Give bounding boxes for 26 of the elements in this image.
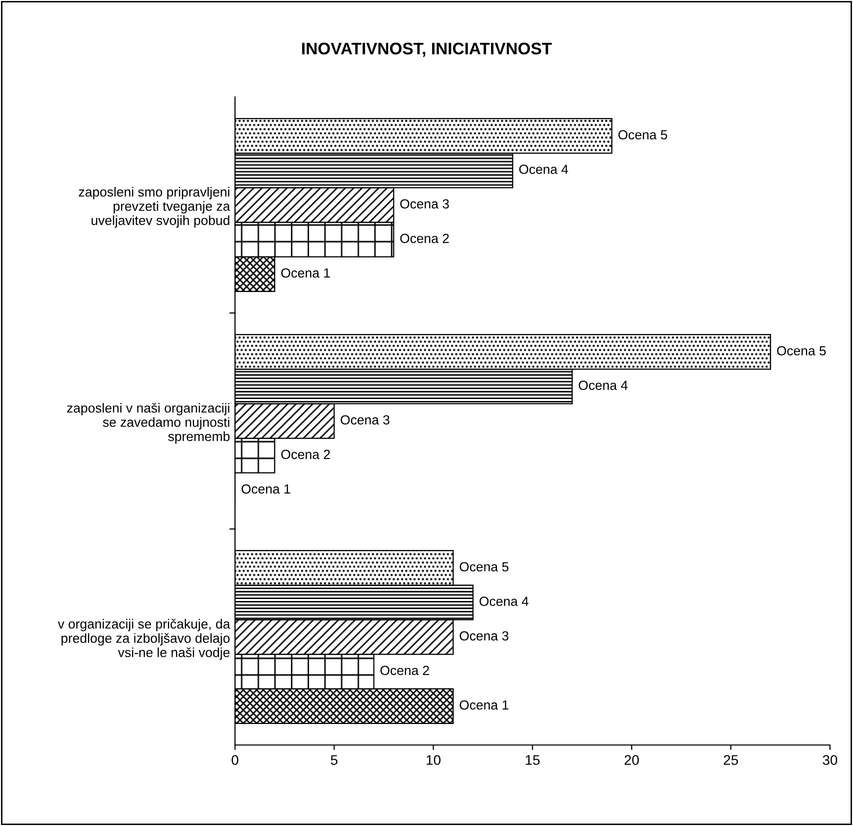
text: Ocena 2 — [400, 234, 449, 244]
series-label: Ocena 5 — [618, 130, 668, 140]
series-label: Ocena 4 — [480, 596, 528, 606]
y-tick-label: v organizaciji se pričakuje, da predloge za izboljšavo delajo vsi-ne le naši vodje — [58, 618, 230, 660]
series-label: Ocena 1 — [281, 268, 330, 278]
y-tick-label: zaposleni v naši organizaciji se zavedamo nujnosti sprememb — [67, 402, 230, 444]
x-tick-label: 0 — [232, 755, 238, 765]
x-tick-label: 30 — [822, 755, 838, 765]
chart-title: INOVATIVNOST, INICIATIVNOST — [302, 42, 552, 57]
x-tick-label: 25 — [724, 755, 738, 765]
text: Ocena 5 — [777, 346, 826, 356]
text: Ocena 2 — [380, 666, 429, 676]
text: Ocena 1 — [242, 484, 290, 494]
text: Ocena 5 — [460, 562, 508, 572]
text: Ocena 3 — [460, 631, 508, 641]
y-tick-label: zaposleni smo pripravljeni prevzeti tveganje za uveljavitev svojih pobud — [78, 186, 230, 228]
text: Ocena 3 — [400, 199, 449, 209]
text: Ocena 4 — [519, 164, 568, 174]
text: Ocena 4 — [578, 380, 628, 390]
x-tick-label: 10 — [426, 755, 441, 765]
x-tick-label: 15 — [526, 755, 540, 765]
x-tick-label: 5 — [330, 755, 338, 765]
series-label: Ocena 2 — [281, 450, 330, 460]
x-tick-label: 20 — [624, 755, 639, 765]
text: Ocena 1 — [460, 700, 508, 710]
series-label: Ocena 3 — [340, 415, 390, 425]
